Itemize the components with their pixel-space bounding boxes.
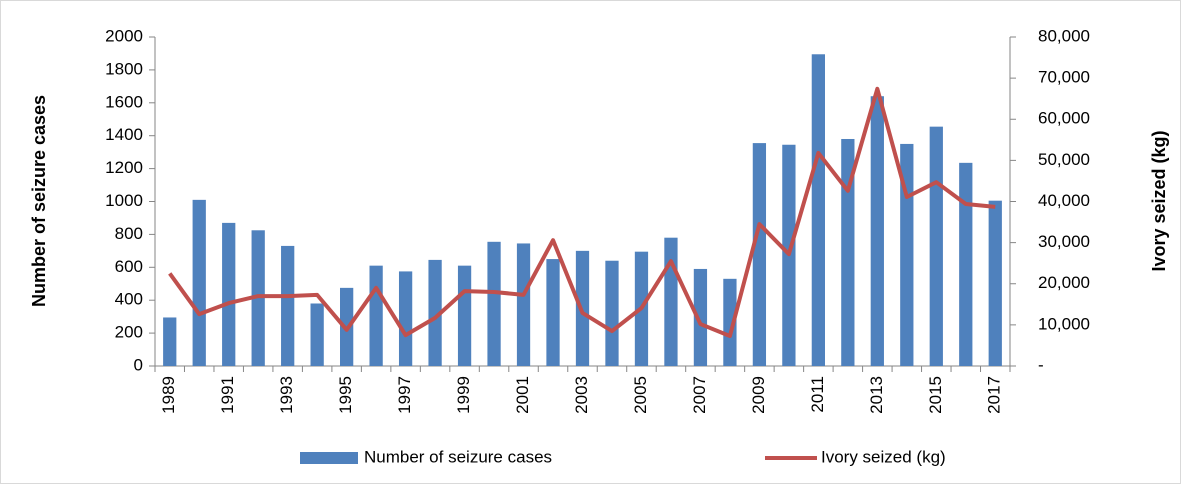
bar	[428, 259, 442, 366]
bar	[693, 268, 708, 366]
y-tick-label: 1400	[105, 125, 143, 144]
x-tick-label: 2011	[808, 376, 827, 413]
y-tick-label: 200	[115, 323, 143, 342]
bar	[369, 265, 383, 366]
bar	[870, 96, 884, 366]
bar	[841, 138, 855, 366]
bar	[222, 222, 236, 366]
line	[168, 86, 996, 338]
y-tick-label: 1000	[105, 191, 143, 210]
y2-tick-label: 70,000	[1038, 68, 1090, 87]
bar	[723, 278, 737, 366]
x-tick-label: 2017	[985, 376, 1004, 414]
bar	[664, 237, 678, 366]
y-tick-label: 2000	[105, 26, 143, 45]
bar	[192, 199, 206, 366]
x-tick-label: 2005	[631, 376, 650, 414]
x-tick-label: 1995	[336, 376, 355, 414]
y2-tick-label: 80,000	[1038, 26, 1090, 45]
bar	[752, 143, 767, 366]
y-tick-label: 1600	[105, 92, 143, 111]
bar	[811, 54, 825, 367]
bar	[281, 245, 295, 366]
bar	[310, 303, 324, 366]
bar	[163, 317, 177, 366]
bar	[929, 126, 943, 366]
y2-tick-label: 40,000	[1038, 191, 1090, 210]
y-tick-label: 600	[115, 257, 143, 276]
y2-tick-label: 20,000	[1038, 273, 1090, 292]
bar	[605, 260, 619, 366]
bar	[516, 243, 531, 366]
y2-axis-title: Ivory seized (kg)	[1149, 130, 1169, 271]
bar	[900, 143, 914, 366]
y-tick-label: 1800	[105, 59, 143, 78]
bar	[251, 230, 265, 366]
y2-tick-label: 30,000	[1038, 232, 1090, 251]
x-tick-label: 2003	[572, 376, 591, 414]
bar	[546, 259, 560, 366]
y-tick-label: 400	[115, 290, 143, 309]
x-tick-label: 2013	[867, 376, 886, 414]
x-tick-label: 2001	[513, 376, 532, 414]
bar	[988, 200, 1002, 366]
x-tick-label: 1997	[395, 376, 414, 414]
bar	[457, 265, 472, 366]
y-tick-label: 1200	[105, 158, 143, 177]
y2-tick-label: 10,000	[1038, 314, 1090, 333]
bar	[959, 162, 973, 366]
x-tick-label: 2015	[926, 376, 945, 414]
y-tick-label: 800	[115, 224, 143, 243]
x-tick-label: 1993	[277, 376, 296, 414]
bar	[398, 271, 413, 366]
y2-tick-label: 50,000	[1038, 150, 1090, 169]
x-tick-label: 1999	[454, 376, 473, 414]
y-tick-label: 0	[134, 355, 143, 374]
legend-swatch	[300, 452, 358, 464]
x-tick-label: 1989	[159, 376, 178, 414]
x-tick-label: 1991	[218, 376, 237, 414]
legend-label: Ivory seized (kg)	[821, 447, 946, 466]
bar	[487, 241, 501, 366]
y2-tick-label: 60,000	[1038, 109, 1090, 128]
legend-label: Number of seizure cases	[364, 447, 552, 466]
x-tick-label: 2009	[749, 376, 768, 414]
y-axis-title: Number of seizure cases	[29, 95, 49, 307]
x-tick-label: 2007	[690, 376, 709, 414]
y2-tick-label: -	[1038, 355, 1044, 374]
